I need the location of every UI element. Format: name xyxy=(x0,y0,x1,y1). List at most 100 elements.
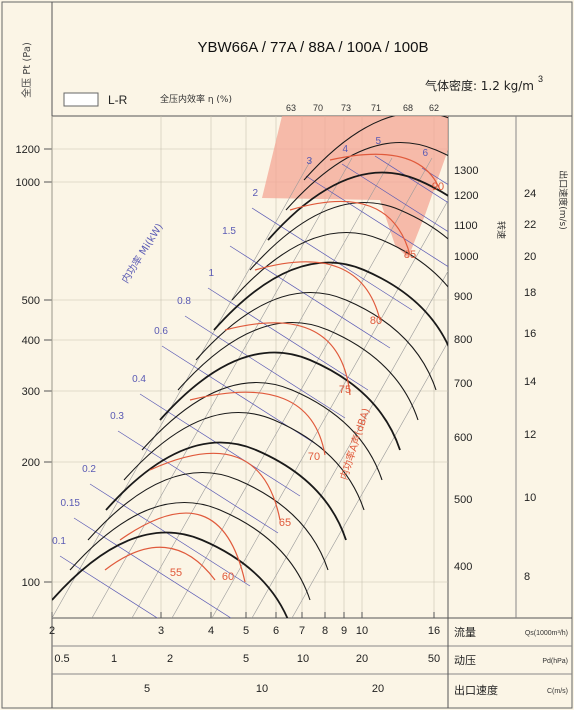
speed-tick-label: 1300 xyxy=(454,165,478,177)
fan-curve xyxy=(87,472,329,571)
x-axis-velocity-unit: C(m/s) xyxy=(547,688,568,695)
noise-value-label: 80 xyxy=(370,315,382,327)
fan-curve xyxy=(141,382,383,481)
power-line xyxy=(117,430,279,534)
power-line xyxy=(305,175,448,267)
velocity-tick-label: 20 xyxy=(524,251,536,263)
efficiency-value: 73 xyxy=(341,103,351,113)
fan-curve xyxy=(267,171,448,241)
power-line xyxy=(161,345,323,449)
efficiency-zone xyxy=(262,116,448,258)
system-line xyxy=(131,157,393,618)
x-tick-label-flow: 9 xyxy=(341,625,347,637)
x-tick-label-dynamic: 2 xyxy=(167,653,173,665)
power-line xyxy=(374,155,448,203)
shaded-region xyxy=(262,116,448,258)
power-value-label: 2 xyxy=(252,188,258,199)
fan-curve xyxy=(159,351,401,451)
efficiency-value: 63 xyxy=(286,103,296,113)
fan-curve xyxy=(69,502,311,601)
legend-swatch xyxy=(63,92,99,107)
noise-value-label: 60 xyxy=(222,571,234,583)
noise-value-label: 65 xyxy=(279,517,291,529)
curves-group xyxy=(52,116,448,618)
system-line xyxy=(291,341,448,618)
system-line xyxy=(171,157,433,618)
x-tick-label-dynamic: 1 xyxy=(111,653,117,665)
fan-curve xyxy=(177,322,419,421)
velocity-tick-label: 10 xyxy=(524,492,536,504)
power-value-label: 0.8 xyxy=(177,296,191,307)
efficiency-curve xyxy=(224,322,351,396)
x-axis-velocity-label: 出口速度 xyxy=(454,683,498,697)
power-value-label: 0.1 xyxy=(52,536,66,547)
power-value-label: 6 xyxy=(422,148,428,159)
noise-value-label: 55 xyxy=(170,567,182,579)
x-tick-label-velocity: 10 xyxy=(256,683,268,695)
speed-tick-label: 600 xyxy=(454,432,472,444)
power-value-label: 1.5 xyxy=(222,226,236,237)
power-line xyxy=(341,163,448,232)
fan-curve xyxy=(52,531,289,618)
noise-value-label: 90 xyxy=(432,181,444,193)
x-tick-label-flow: 10 xyxy=(356,625,368,637)
y-tick-label: 1000 xyxy=(16,177,40,189)
x-axis-dynamic-unit: Pd(hPa) xyxy=(542,658,568,665)
power-value-label: 3 xyxy=(306,156,312,167)
power-value-label: 4 xyxy=(342,144,348,155)
power-axis-label: 内功率 Mi(kW) xyxy=(118,221,165,286)
velocity-axis-label: 出口速度(m/s) xyxy=(557,170,569,230)
density-superscript: 3 xyxy=(538,74,543,84)
velocity-tick-label: 14 xyxy=(524,376,536,388)
power-value-label: 0.15 xyxy=(61,498,81,509)
velocity-tick-label: 18 xyxy=(524,287,536,299)
power-line xyxy=(59,555,158,618)
speed-axis-label: 转速 xyxy=(495,221,507,239)
fan-curve xyxy=(123,412,365,511)
velocity-tick-label: 8 xyxy=(524,571,530,583)
system-line xyxy=(52,157,313,618)
chart-title: YBW66A / 77A / 88A / 100A / 100B xyxy=(198,39,429,56)
efficiency-value: 68 xyxy=(403,103,413,113)
speed-tick-label: 1200 xyxy=(454,190,478,202)
velocity-tick-label: 22 xyxy=(524,219,536,231)
y-axis-label: 全压 Pt (Pa) xyxy=(20,42,33,98)
noise-value-label: 75 xyxy=(339,384,351,396)
velocity-tick-label: 12 xyxy=(524,429,536,441)
efficiency-curve xyxy=(189,391,326,456)
noise-value-label: 85 xyxy=(404,249,416,261)
x-tick-label-dynamic: 10 xyxy=(297,653,309,665)
power-value-label: 1 xyxy=(208,268,214,279)
system-line xyxy=(251,270,448,618)
speed-tick-label: 900 xyxy=(454,291,472,303)
efficiency-curve xyxy=(119,512,246,583)
fan-curve xyxy=(213,261,448,348)
efficiency-value: 62 xyxy=(429,103,439,113)
power-line xyxy=(89,483,251,587)
x-tick-label-dynamic: 20 xyxy=(356,653,368,665)
power-value-label: 0.3 xyxy=(110,411,124,422)
power-line xyxy=(251,207,413,311)
x-tick-label-flow: 7 xyxy=(299,625,305,637)
power-line xyxy=(184,315,346,419)
power-value-label: 0.2 xyxy=(82,464,96,475)
fan-curve xyxy=(231,232,448,301)
fan-curve xyxy=(195,292,437,391)
x-axis-dynamic-label: 动压 xyxy=(454,654,476,667)
fan-curve xyxy=(105,441,347,541)
x-axis-flow-label: 流量 xyxy=(454,625,476,639)
speed-tick-label: 700 xyxy=(454,378,472,390)
y-tick-label: 200 xyxy=(22,457,40,469)
x-tick-label-dynamic: 0.5 xyxy=(54,653,69,665)
x-tick-label-flow: 16 xyxy=(428,625,440,637)
efficiency-header: 全压内效率 η (%) xyxy=(160,93,232,105)
system-line xyxy=(211,199,448,618)
x-tick-label-flow: 3 xyxy=(158,625,164,637)
power-value-label: 0.6 xyxy=(154,326,168,337)
speed-tick-label: 500 xyxy=(454,494,472,506)
y-tick-label: 1200 xyxy=(16,144,40,156)
